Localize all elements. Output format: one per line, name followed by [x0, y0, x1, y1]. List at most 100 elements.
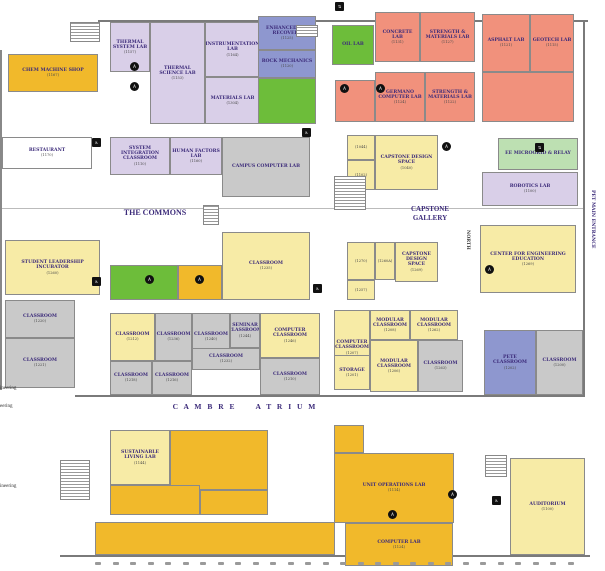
room-name: ENHANCED OIL RECOVERY: [266, 25, 308, 36]
room-classroom-1212[interactable]: CLASSROOM (1212): [110, 313, 155, 361]
room-number: (1218): [125, 378, 137, 383]
room-classroom-1216[interactable]: CLASSROOM (1216): [152, 361, 192, 395]
room-classroom-1210[interactable]: CLASSROOM (1210): [260, 358, 320, 395]
room-classroom-1232[interactable]: CLASSROOM (1232): [192, 348, 260, 370]
room-modular-classroom-3[interactable]: MODULAR CLASSROOM (1206): [370, 340, 418, 392]
room-computer-classroom-1[interactable]: COMPUTER CLASSROOM (1246): [260, 313, 320, 358]
room-number: (1212): [126, 337, 139, 342]
column-marker: [532, 562, 539, 565]
room-thermal-system-lab[interactable]: THERMAL SYSTEM LAB (1157): [110, 22, 150, 72]
room-name: THERMAL SCIENCE LAB: [159, 65, 196, 76]
room-sustainable-living-lab[interactable]: SUSTAINABLE LIVING LAB (1144): [110, 430, 170, 485]
room-germano-computer-lab[interactable]: GERMANO COMPUTER LAB (1124): [375, 72, 425, 122]
column-marker: [550, 562, 556, 565]
room-number: (1124): [393, 544, 405, 549]
room-badge-icon: A: [340, 84, 349, 93]
room-name: UNIT OPERATIONS LAB: [362, 483, 426, 489]
room-room-1044[interactable]: (1044): [347, 135, 375, 160]
column-marker: [427, 562, 434, 565]
room-classroom-1220[interactable]: CLASSROOM (1220): [5, 300, 75, 338]
room-classroom-1218[interactable]: CLASSROOM (1218): [110, 361, 152, 395]
legend-line-1: ineering: [0, 386, 17, 391]
room-name: CLASSROOM: [209, 354, 243, 360]
room-name: CLASSROOM: [273, 371, 307, 377]
room-name: RESTAURANT: [28, 148, 66, 154]
room-human-factors-lab[interactable]: HUMAN FACTORS LAB (1160): [170, 137, 222, 175]
room-number: (1131): [391, 40, 404, 44]
room-green-room-lower[interactable]: [110, 265, 178, 300]
room-gold-strip-2[interactable]: [110, 485, 200, 515]
column-marker: [515, 562, 521, 565]
room-rock-mechanics[interactable]: ROCK MECHANICS (1120): [258, 50, 316, 78]
room-seminar-classroom[interactable]: SEMINAR CLASSROOM(1244): [230, 313, 260, 348]
room-number: (1167): [47, 73, 59, 78]
room-name: COMPUTER LAB: [377, 539, 421, 545]
room-oil-gold-small[interactable]: [334, 425, 364, 453]
room-classroom-1200[interactable]: CLASSROOM (1200): [536, 330, 583, 395]
room-capstone-design-space-1[interactable]: CAPSTONE DESIGN SPACE (1040): [375, 135, 438, 190]
room-number: (1100): [541, 506, 554, 511]
room-name: STRENGTH & MATERIALS LAB: [428, 89, 472, 100]
room-system-integration-classroom[interactable]: SYSTEM INTEGRATION CLASSROOM (1110): [110, 137, 170, 175]
room-classroom-1236[interactable]: CLASSROOM (1236): [155, 313, 192, 361]
room-capstone-design-space-2[interactable]: CAPSTONE DESIGN SPACE (1269): [395, 242, 438, 282]
room-room-1257[interactable]: (1257): [347, 280, 375, 300]
room-number: (1121): [500, 43, 512, 48]
room-robotics-lab[interactable]: ROBOTICS LAB (1100): [482, 172, 578, 206]
room-name: ROBOTICS LAB: [509, 184, 551, 190]
room-salmon-room-b[interactable]: [482, 72, 574, 122]
room-name: ASPHALT LAB: [487, 38, 525, 44]
room-materials-lab[interactable]: MATERIALS LAB (1304): [205, 77, 260, 124]
room-restaurant[interactable]: RESTAURANT (1170): [2, 137, 92, 169]
room-modular-classroom-1[interactable]: MODULAR CLASSROOM (1208): [370, 310, 410, 340]
room-name: CLASSROOM: [115, 332, 150, 338]
room-student-leadership-incubator[interactable]: STUDENT LEADERSHIP INCUBATOR (1260): [5, 240, 100, 295]
room-thermal-science-lab[interactable]: THERMAL SCIENCE LAB (1153): [150, 22, 205, 124]
restroom-icon: ♿: [302, 128, 311, 137]
column-marker: [182, 562, 189, 565]
column-marker: [235, 562, 241, 565]
room-storage[interactable]: STORAGE (1201): [334, 355, 370, 390]
stairs-east: [296, 25, 318, 37]
room-modular-classroom-2[interactable]: MODULAR CLASSROOM (1262): [410, 310, 458, 340]
commons-label: THE COMMONS: [123, 208, 187, 217]
room-pete-classroom[interactable]: PETE CLASSROOM (1202): [484, 330, 536, 395]
room-geotech-lab[interactable]: GEOTECH LAB (1115): [530, 14, 574, 72]
room-name: COMPUTER CLASSROOM: [335, 340, 369, 351]
room-strength-materials-lab[interactable]: STRENGTH & MATERIALS LAB (1127): [420, 12, 475, 62]
stairs-southwest: [60, 460, 90, 500]
room-room-1270[interactable]: (1270): [347, 242, 375, 280]
room-green-lab-1[interactable]: [258, 78, 316, 124]
room-number: (1200): [553, 362, 566, 367]
room-number: (1122): [444, 100, 456, 104]
room-concrete-lab[interactable]: CONCRETE LAB (1131): [375, 12, 420, 62]
column-marker: [217, 562, 224, 565]
room-oil-lab[interactable]: OIL LAB: [332, 25, 374, 65]
room-instrumentation-lab[interactable]: INSTRUMENTATION LAB (1164): [205, 22, 260, 77]
column-marker: [357, 562, 364, 565]
room-gold-strip-3[interactable]: [200, 490, 268, 515]
room-chem-machine-shop[interactable]: CHEM MACHINE SHOP (1167): [8, 54, 98, 92]
room-classroom-1221[interactable]: CLASSROOM (1221): [5, 338, 75, 388]
room-campus-computer-lab[interactable]: CAMPUS COMPUTER LAB: [222, 137, 310, 197]
capstone-gallery-label: CAPSTONE GALLERY: [411, 205, 449, 222]
room-auditorium[interactable]: AUDITORIUM (1100): [510, 458, 585, 555]
column-marker: [252, 562, 259, 565]
column-marker: [95, 562, 101, 565]
room-computer-lab[interactable]: COMPUTER LAB (1124): [345, 523, 453, 566]
room-number: (1270): [355, 258, 367, 263]
column-marker: [392, 562, 399, 565]
room-asphalt-lab[interactable]: ASPHALT LAB (1121): [482, 14, 530, 72]
room-badge-icon: A: [485, 265, 494, 274]
room-gold-strip-1[interactable]: [170, 430, 268, 490]
room-strength-materials-lab-2[interactable]: STRENGTH & MATERIALS LAB (1122): [425, 72, 475, 122]
room-classroom-1235[interactable]: CLASSROOM (1235): [222, 232, 310, 300]
room-room-1260a[interactable]: (1260A): [375, 242, 395, 280]
room-gold-bottom-row[interactable]: [95, 522, 335, 555]
room-name: CONCRETE LAB: [382, 29, 413, 40]
room-number: (1236): [167, 337, 180, 342]
room-center-engineering-education[interactable]: CENTER FOR ENGINEERING EDUCATION (1269): [480, 225, 576, 293]
column-marker: [200, 562, 206, 565]
room-classroom-1263[interactable]: CLASSROOM (1263): [418, 340, 463, 392]
